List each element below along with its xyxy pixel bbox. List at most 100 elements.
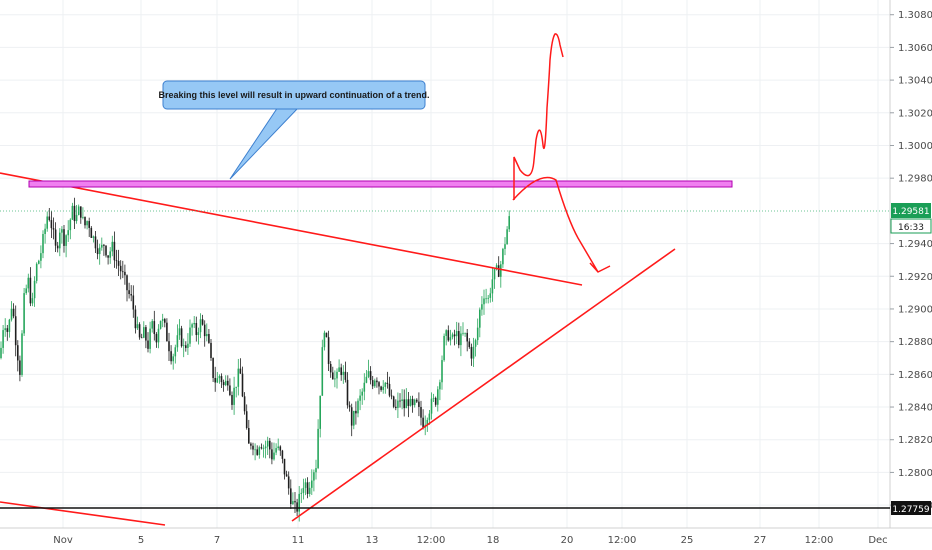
candle-body — [382, 386, 384, 390]
candle-body — [426, 419, 429, 425]
candle-body — [336, 371, 338, 379]
resistance-zone[interactable] — [28, 180, 733, 188]
candle-body — [405, 399, 408, 409]
candle-body — [2, 330, 4, 348]
candle-body — [497, 265, 500, 277]
candle-body — [63, 229, 65, 246]
price-tick-label: 1.28400 — [898, 403, 932, 414]
candle-body — [491, 279, 494, 294]
candle-body — [460, 333, 462, 346]
candle-body — [397, 400, 399, 408]
candle-body — [319, 395, 321, 429]
candle-body — [210, 342, 212, 359]
candle-body — [386, 382, 389, 384]
candle-body — [451, 334, 454, 338]
candle-body — [233, 387, 235, 405]
callout-annotation[interactable]: Breaking this level will result in upwar… — [158, 80, 430, 180]
candle-body — [140, 337, 143, 339]
time-tick-label: 13 — [366, 535, 379, 546]
candle-body — [159, 320, 162, 329]
candle-body — [73, 205, 76, 222]
candle-body — [439, 382, 441, 390]
price-tick-label: 1.30000 — [898, 141, 932, 152]
candle-body — [239, 368, 242, 374]
candle-body — [42, 234, 44, 254]
candle-body — [126, 275, 128, 291]
candle-body — [71, 205, 74, 220]
candle-body — [161, 319, 164, 321]
candle-body — [323, 332, 326, 348]
candle-body — [107, 255, 109, 258]
lower-channel-line[interactable] — [0, 501, 166, 526]
candle-body — [315, 468, 317, 473]
price-tick-label: 1.28600 — [898, 370, 932, 381]
candle-body — [224, 380, 227, 386]
candle-body — [40, 253, 42, 261]
countdown-value: 16:33 — [898, 223, 924, 233]
price-tick-label: 1.29000 — [898, 304, 932, 315]
time-tick-label: 7 — [214, 535, 220, 546]
projection-down-path[interactable] — [512, 176, 611, 273]
candle-body — [458, 331, 460, 346]
candle-body — [399, 400, 401, 402]
price-tick-label: 1.28000 — [898, 468, 932, 479]
candle-body — [434, 397, 437, 405]
candle-body — [178, 328, 181, 336]
candle-body — [174, 347, 177, 357]
candle-body — [281, 450, 284, 459]
candle-body — [193, 323, 195, 325]
candle-body — [432, 397, 435, 399]
ascending-trendline[interactable] — [291, 248, 676, 522]
callout-pointer — [229, 106, 301, 180]
candle-body — [182, 345, 185, 347]
candle-body — [153, 321, 156, 335]
candle-body — [285, 474, 288, 477]
candle-body — [27, 277, 30, 289]
candle-body — [275, 448, 277, 453]
candle-body — [206, 333, 208, 337]
projection-up-path[interactable] — [513, 33, 564, 200]
candle-body — [260, 447, 263, 449]
candle-body — [212, 358, 214, 378]
price-tick-label: 1.30400 — [898, 76, 932, 87]
candle-body — [455, 331, 458, 337]
candle-body — [487, 297, 489, 299]
candle-body — [227, 380, 229, 386]
candle-body — [344, 371, 347, 380]
candle-body — [23, 293, 25, 334]
candle-body — [445, 330, 447, 336]
candle-body — [75, 214, 78, 222]
candle-body — [98, 247, 101, 255]
candle-body — [292, 501, 294, 505]
time-tick-label: 25 — [681, 535, 694, 546]
candle-body — [416, 399, 418, 402]
candle-body — [411, 398, 414, 406]
candle-body — [256, 449, 258, 455]
time-tick-label: Nov — [53, 535, 73, 546]
time-axis-labels: Nov 5 7 11 13 12:00 18 20 12:00 25 27 12:00 Dec — [53, 535, 887, 546]
candle-body — [357, 400, 359, 414]
candle-body — [80, 206, 82, 218]
candle-body — [327, 337, 330, 364]
drawing-annotations[interactable]: Breaking this level will result in upwar… — [0, 33, 890, 526]
candle-body — [437, 389, 439, 405]
candle-body — [250, 443, 252, 446]
candle-body — [298, 493, 300, 512]
time-tick-label: 27 — [754, 535, 767, 546]
candle-body — [82, 216, 84, 218]
candle-body — [338, 367, 340, 372]
current-price-badge: 1.29581 — [891, 203, 931, 218]
candle-body — [168, 341, 170, 352]
current-price-value: 1.29581 — [892, 207, 929, 217]
descending-trendline[interactable] — [0, 172, 583, 286]
candle-body — [235, 386, 237, 388]
candle-body — [243, 396, 246, 412]
candle-body — [479, 309, 481, 328]
candle-body — [17, 345, 19, 361]
candle-body — [0, 347, 2, 358]
candle-body — [191, 324, 193, 328]
candle-body — [500, 264, 502, 277]
candle-body — [151, 321, 153, 329]
candle-body — [403, 399, 405, 409]
